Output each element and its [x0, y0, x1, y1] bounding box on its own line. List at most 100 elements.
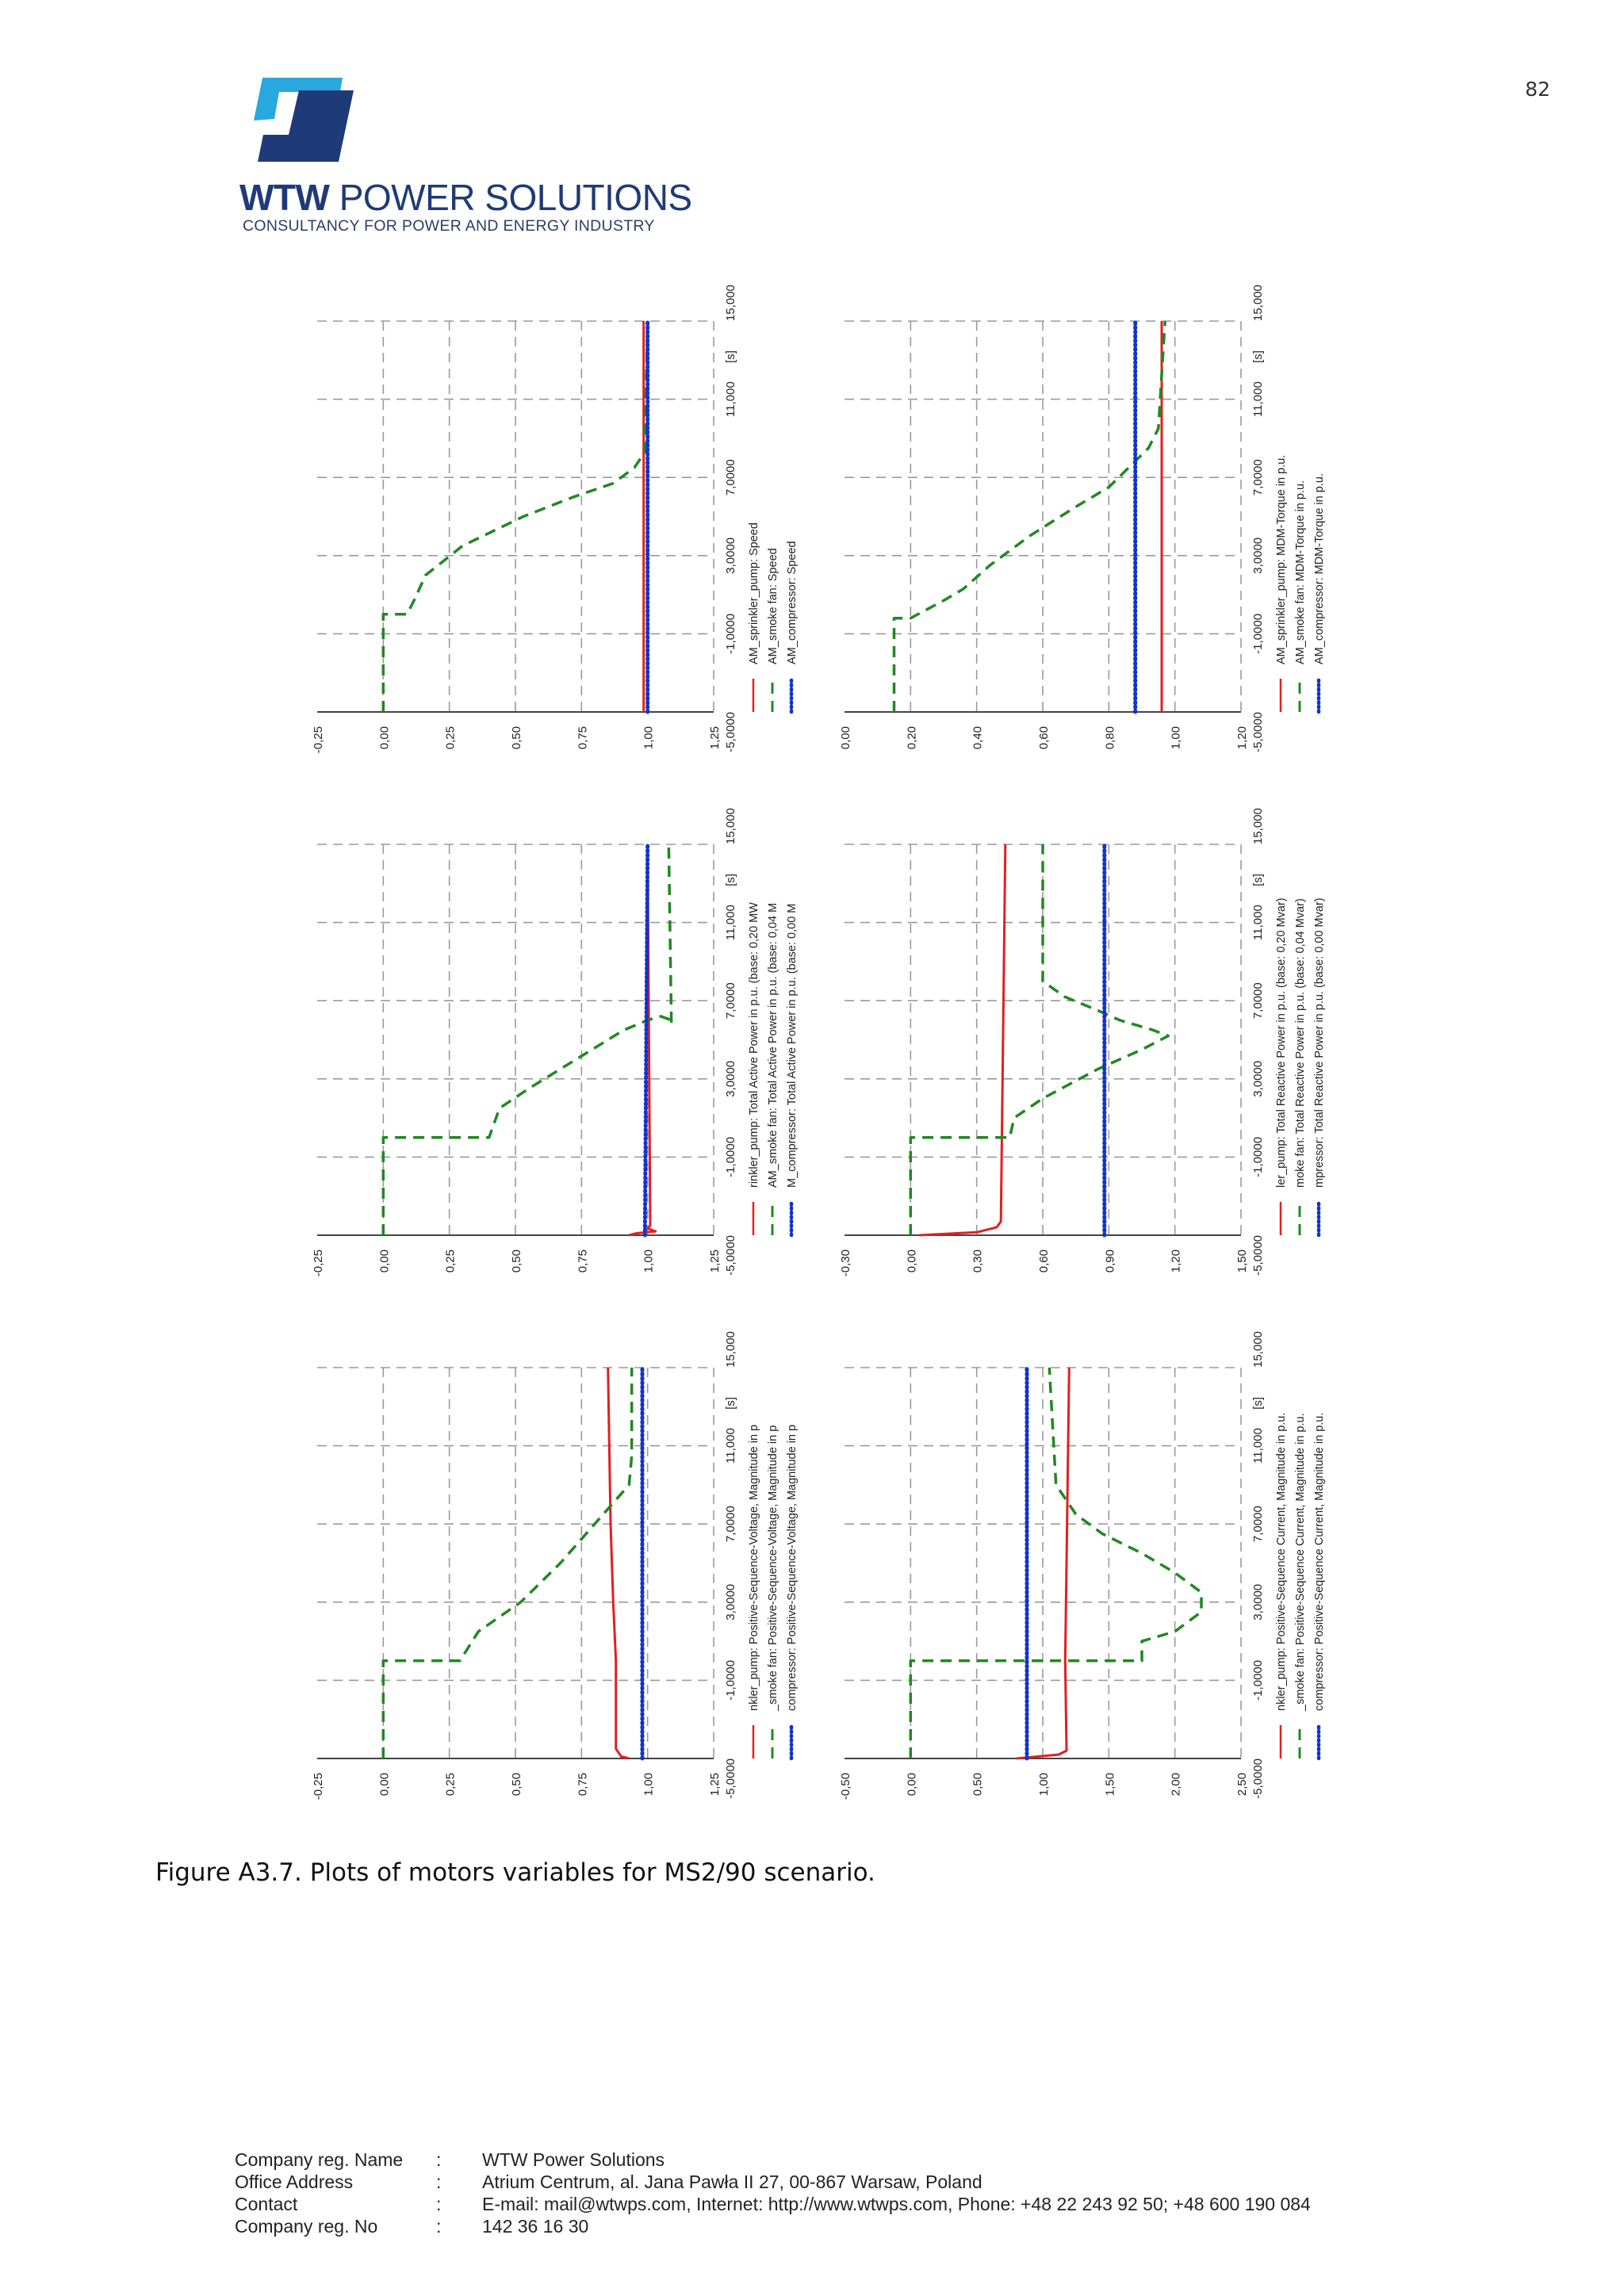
axis-unit-label: [s] — [724, 350, 737, 363]
axis-tick-label-time: -5,0000 — [724, 1235, 737, 1276]
footer-row: Contact : E-mail: mail@wtwps.com, Intern… — [235, 2193, 1311, 2215]
axis-tick-label-value: 1,20 — [1170, 1249, 1183, 1272]
footer-separator: : — [436, 2194, 442, 2214]
axis-tick-label-time: 3,0000 — [724, 538, 737, 574]
logo-tagline: CONSULTANCY FOR POWER AND ENERGY INDUSTR… — [243, 217, 655, 235]
axis-tick-label-time: -1,0000 — [724, 1660, 737, 1701]
axis-tick-label-value: -0,30 — [839, 1249, 852, 1276]
axis-tick-label-value: 1,00 — [642, 1249, 656, 1272]
axis-tick-label-value: 0,75 — [576, 1773, 589, 1796]
plots-grid: -0,25 0,00 0,25 0,50 0,75 1,00 1,25 -5,0000 -1,0… — [301, 274, 1332, 1820]
axis-tick-label-value: -0,50 — [839, 1773, 852, 1800]
axis-tick-label-value: 0,60 — [1037, 1249, 1051, 1272]
logo-wordmark: WTW POWER SOLUTIONS — [239, 176, 692, 219]
axis-tick-label-value: 0,80 — [1103, 726, 1116, 749]
legend-label: nkler_pump: Positive-Sequence-Voltage, M… — [748, 1425, 760, 1711]
axis-tick-label-time: 15,000 — [724, 1331, 737, 1368]
legend-label: AM_smoke fan: Total Active Power in p.u.… — [767, 903, 779, 1188]
series-line — [381, 844, 673, 1235]
footer-value: WTW Power Solutions — [482, 2149, 665, 2170]
plot-current: -0,50 0,00 0,50 1,00 1,50 2,00 2,50 -5,0000 -1,0… — [839, 1331, 1326, 1800]
axis-unit-label: [s] — [1251, 1397, 1265, 1410]
axis-tick-label-value: 0,30 — [971, 1249, 985, 1272]
axis-tick-label-time: -1,0000 — [724, 614, 737, 654]
legend-label: compressor: Positive-Sequence Current, M… — [1313, 1413, 1326, 1711]
axis-unit-label: [s] — [724, 1397, 737, 1410]
legend-label: AM_sprinkler_pump: Speed — [748, 522, 760, 664]
axis-tick-label-value: 2,00 — [1170, 1773, 1183, 1796]
axis-tick-label-value: 0,25 — [444, 726, 458, 749]
axis-tick-label-time: -1,0000 — [1251, 1137, 1265, 1177]
logo-emblem-navy — [258, 90, 354, 162]
axis-tick-label-time: 7,0000 — [724, 982, 737, 1019]
legend-label: ler_pump: Total Reactive Power in p.u. (… — [1275, 897, 1288, 1188]
axis-tick-label-value: 0,25 — [444, 1249, 458, 1272]
legend-label: _smoke fan: Positive-Sequence Current, M… — [1294, 1413, 1307, 1712]
axis-tick-label-time: 3,0000 — [1251, 538, 1265, 574]
axis-tick-label-time: 15,000 — [1251, 1331, 1265, 1368]
axis-tick-label-value: 0,00 — [905, 1773, 918, 1796]
axis-tick-label-value: 0,75 — [576, 726, 589, 749]
axis-tick-label-value: 1,20 — [1235, 726, 1249, 749]
axis-tick-label-time: -5,0000 — [724, 1758, 737, 1799]
axis-tick-label-value: 1,00 — [642, 1773, 656, 1796]
footer-value: 142 36 16 30 — [482, 2216, 589, 2237]
legend-label: nkler_pump: Positive-Sequence Current, M… — [1275, 1413, 1288, 1711]
series-line — [892, 320, 1166, 712]
axis-tick-label-value: 1,00 — [1037, 1773, 1051, 1796]
footer-row: Office Address : Atrium Centrum, al. Jan… — [235, 2171, 1311, 2193]
axis-tick-label-value: 0,50 — [510, 726, 523, 749]
axis-tick-label-time: 3,0000 — [1251, 1061, 1265, 1097]
axis-tick-label-value: 1,25 — [708, 726, 722, 749]
footer-separator: : — [436, 2172, 442, 2192]
series-line — [919, 844, 1007, 1237]
axis-unit-label: [s] — [1251, 874, 1265, 886]
series-line — [628, 844, 657, 1237]
footer-label: Company reg. No — [235, 2216, 378, 2237]
axis-tick-label-value: 0,00 — [377, 1773, 391, 1796]
company-logo — [254, 78, 354, 162]
axis-tick-label-value: 2,50 — [1235, 1773, 1249, 1796]
legend-label: rinkler_pump: Total Active Power in p.u.… — [748, 902, 760, 1188]
axis-tick-label-time: -5,0000 — [1251, 712, 1265, 752]
axis-tick-label-value: 0,90 — [1103, 1249, 1116, 1272]
plot-speed: -0,25 0,00 0,25 0,50 0,75 1,00 1,25 -5,0000 -1,0… — [312, 285, 799, 753]
axis-tick-label-time: 3,0000 — [1251, 1584, 1265, 1621]
axis-tick-label-value: 0,50 — [510, 1773, 523, 1796]
plot-voltage: -0,25 0,00 0,25 0,50 0,75 1,00 1,25 -5,0000 -1,0… — [312, 1331, 799, 1800]
axis-tick-label-value: 0,00 — [377, 1249, 391, 1272]
axis-tick-label-time: 7,0000 — [1251, 459, 1265, 496]
series-line — [381, 1368, 634, 1758]
axis-tick-label-time: 11,000 — [724, 905, 737, 940]
axis-tick-label-value: 0,75 — [576, 1249, 589, 1272]
axis-tick-label-time: 11,000 — [724, 1428, 737, 1464]
legend-label: AM_sprinkler_pump: MDM-Torque in p.u. — [1275, 455, 1288, 664]
axis-tick-label-value: 0,25 — [444, 1773, 458, 1796]
footer-value: Atrium Centrum, al. Jana Pawła II 27, 00… — [482, 2172, 982, 2192]
series-line — [1016, 1367, 1071, 1760]
series-line — [607, 1367, 630, 1760]
axis-tick-label-time: 3,0000 — [724, 1584, 737, 1621]
company-footer: Company reg. Name : WTW Power Solutions … — [235, 2149, 1311, 2237]
axis-tick-label-time: -1,0000 — [724, 1137, 737, 1177]
axis-tick-label-time: 15,000 — [724, 285, 737, 321]
plot-reactive-power: -0,30 0,00 0,30 0,60 0,90 1,20 1,50 -5,0000 -1,0… — [839, 808, 1326, 1276]
logo-brand-bold: WTW — [239, 177, 330, 218]
axis-tick-label-time: 7,0000 — [724, 459, 737, 496]
legend-label: AM_smoke fan: Speed — [767, 548, 779, 664]
axis-tick-label-value: 0,50 — [510, 1249, 523, 1272]
axis-tick-label-time: 15,000 — [724, 808, 737, 844]
axis-tick-label-value: 0,00 — [839, 726, 852, 749]
axis-tick-label-value: 0,50 — [971, 1773, 985, 1796]
axis-tick-label-time: 15,000 — [1251, 808, 1265, 844]
axis-tick-label-time: 11,000 — [1251, 1428, 1265, 1464]
axis-tick-label-value: 0,00 — [377, 726, 391, 749]
legend-label: _smoke fan: Positive-Sequence-Voltage, M… — [767, 1425, 779, 1712]
legend-label: moke fan: Total Reactive Power in p.u. (… — [1294, 898, 1307, 1188]
series-line — [909, 1367, 1203, 1758]
legend-label: AM_compressor: Speed — [786, 541, 799, 664]
axis-tick-label-value: 0,60 — [1037, 726, 1051, 749]
legend-label: compressor: Positive-Sequence-Voltage, M… — [786, 1425, 799, 1711]
axis-tick-label-time: 11,000 — [724, 381, 737, 417]
axis-tick-label-value: -0,25 — [312, 1773, 325, 1800]
